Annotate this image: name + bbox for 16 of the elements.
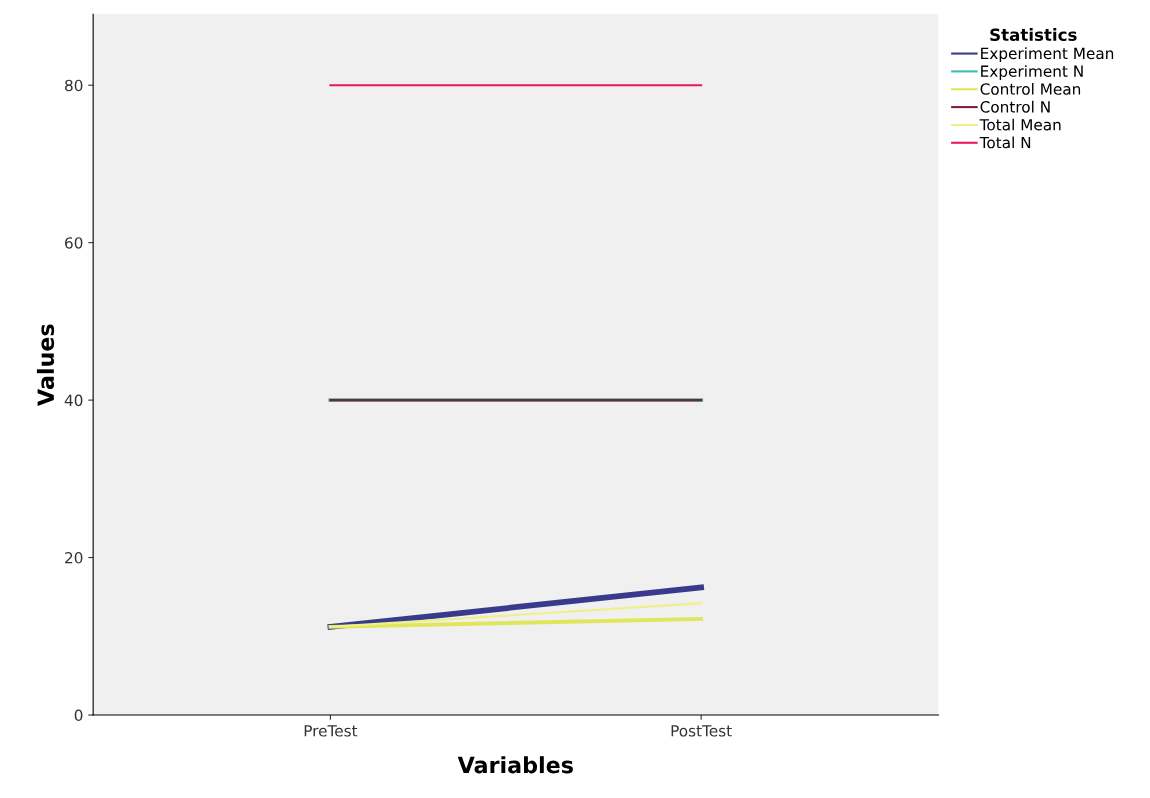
x-axis-title: Variables [457,756,573,774]
x-tick-label: PreTest [304,725,358,737]
y-tick-label: 0 [74,709,83,722]
y-tick-label: 40 [64,394,83,407]
y-tick-label: 20 [65,552,83,564]
legend-label: Experiment Mean [981,47,1114,63]
legend-label: Control Mean [980,82,1081,95]
legend-label: Control N [980,100,1050,113]
y-axis-title: Values [36,324,55,406]
legend-label: Total Mean [979,118,1061,131]
y-tick-label: 60 [65,237,83,249]
legend-title: Statistics [990,28,1077,42]
legend-label: Experiment N [981,65,1083,80]
y-tick-label: 80 [65,79,83,92]
x-tick-label: PostTest [671,725,732,737]
legend-label: Total N [979,136,1031,149]
